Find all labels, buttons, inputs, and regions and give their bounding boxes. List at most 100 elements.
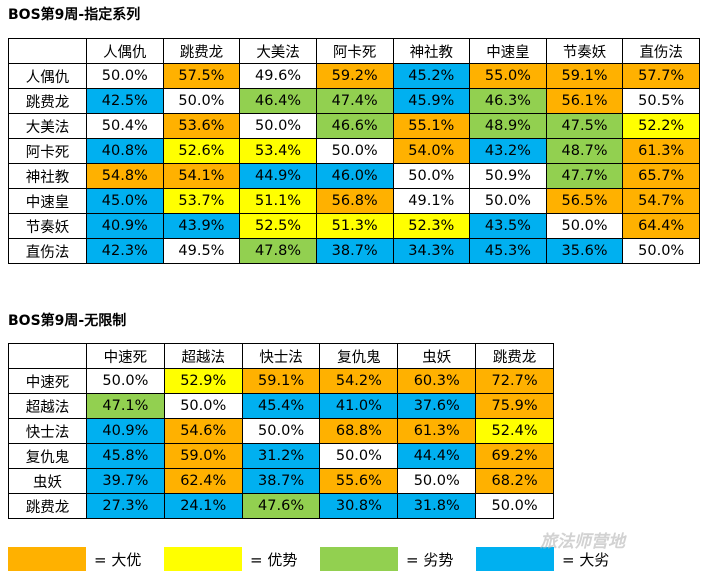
winrate-cell: 50.0% <box>86 63 164 89</box>
winrate-cell: 50.0% <box>162 88 241 114</box>
winrate-cell: 53.6% <box>162 113 241 139</box>
header-row: 人偶仇 跳费龙 大美法 阿卡死 神社教 中速皇 节奏妖 直伤法 <box>8 38 700 64</box>
legend: = 大优 = 优势 = 劣势 = 大劣 <box>8 546 708 572</box>
winrate-cell: 50.4% <box>86 113 164 139</box>
winrate-cell: 47.7% <box>545 163 624 189</box>
winrate-cell: 54.1% <box>162 163 241 189</box>
winrate-cell: 50.9% <box>469 163 547 189</box>
row-header: 直伤法 <box>8 238 87 264</box>
row-header: 神社教 <box>8 163 87 189</box>
winrate-cell: 52.5% <box>239 213 317 239</box>
column-header: 超越法 <box>163 343 243 369</box>
winrate-cell: 50.0% <box>475 493 554 519</box>
winrate-cell: 46.4% <box>239 88 317 114</box>
table-row: 超越法 47.1% 50.0% 45.4% 41.0% 37.6% 75.9% <box>8 393 554 419</box>
winrate-cell: 43.5% <box>469 213 547 239</box>
winrate-cell: 50.0% <box>622 238 700 264</box>
winrate-cell: 43.2% <box>469 138 547 164</box>
legend-label: = 大劣 <box>562 550 610 569</box>
winrate-cell: 56.8% <box>315 188 394 214</box>
winrate-cell: 56.5% <box>545 188 624 214</box>
winrate-cell: 50.0% <box>86 368 165 394</box>
column-header: 跳费龙 <box>475 343 554 369</box>
table-row: 大美法 50.4% 53.6% 50.0% 46.6% 55.1% 48.9% 47.5% 52… <box>8 113 700 139</box>
legend-label: = 优势 <box>250 550 298 569</box>
winrate-cell: 44.4% <box>397 443 477 469</box>
winrate-cell: 54.0% <box>392 138 471 164</box>
row-header: 虫妖 <box>8 468 87 494</box>
winrate-cell: 65.7% <box>622 163 700 189</box>
winrate-cell: 47.6% <box>241 493 321 519</box>
winrate-cell: 54.2% <box>319 368 399 394</box>
winrate-cell: 35.6% <box>545 238 624 264</box>
row-header: 中速死 <box>8 368 87 394</box>
winrate-cell: 46.3% <box>469 88 547 114</box>
winrate-cell: 72.7% <box>475 368 554 394</box>
table-row: 中速皇 45.0% 53.7% 51.1% 56.8% 49.1% 50.0% 56.5% 54… <box>8 188 700 214</box>
table-row: 人偶仇 50.0% 57.5% 49.6% 59.2% 45.2% 55.0% 59.1% 57… <box>8 63 700 89</box>
winrate-cell: 59.1% <box>545 63 624 89</box>
winrate-cell: 61.3% <box>397 418 477 444</box>
winrate-cell: 53.4% <box>239 138 317 164</box>
winrate-cell: 59.1% <box>241 368 321 394</box>
column-header: 人偶仇 <box>86 38 164 64</box>
table-row: 跳费龙 27.3% 24.1% 47.6% 30.8% 31.8% 50.0% <box>8 493 554 519</box>
row-header: 大美法 <box>8 113 87 139</box>
winrate-cell: 31.2% <box>241 443 321 469</box>
winrate-cell: 55.6% <box>319 468 399 494</box>
winrate-cell: 40.9% <box>86 418 165 444</box>
matchup-table-designated: 人偶仇 跳费龙 大美法 阿卡死 神社教 中速皇 节奏妖 直伤法 人偶仇 50.0% 57.5% 49.… <box>8 38 700 264</box>
winrate-cell: 38.7% <box>315 238 394 264</box>
table-row: 虫妖 39.7% 62.4% 38.7% 55.6% 50.0% 68.2% <box>8 468 554 494</box>
column-header: 中速皇 <box>469 38 547 64</box>
column-header: 神社教 <box>392 38 471 64</box>
winrate-cell: 68.8% <box>319 418 399 444</box>
corner-cell <box>8 343 87 369</box>
winrate-cell: 64.4% <box>622 213 700 239</box>
legend-item: = 大优 <box>8 546 141 572</box>
winrate-cell: 31.8% <box>397 493 477 519</box>
winrate-cell: 59.0% <box>163 443 243 469</box>
legend-swatch <box>476 547 554 571</box>
matchup-table-unlimited: 中速死 超越法 快士法 复仇鬼 虫妖 跳费龙 中速死 50.0% 52.9% 59.1% 54.2%… <box>8 343 554 519</box>
winrate-cell: 51.3% <box>315 213 394 239</box>
winrate-cell: 50.0% <box>545 213 624 239</box>
legend-item: = 大劣 <box>476 546 609 572</box>
row-header: 跳费龙 <box>8 493 87 519</box>
winrate-cell: 57.7% <box>622 63 700 89</box>
winrate-cell: 54.7% <box>622 188 700 214</box>
winrate-cell: 47.8% <box>239 238 317 264</box>
header-row: 中速死 超越法 快士法 复仇鬼 虫妖 跳费龙 <box>8 343 554 369</box>
table-row: 复仇鬼 45.8% 59.0% 31.2% 50.0% 44.4% 69.2% <box>8 443 554 469</box>
winrate-cell: 24.1% <box>163 493 243 519</box>
table-row: 中速死 50.0% 52.9% 59.1% 54.2% 60.3% 72.7% <box>8 368 554 394</box>
corner-cell <box>8 38 87 64</box>
winrate-cell: 45.8% <box>86 443 165 469</box>
row-header: 阿卡死 <box>8 138 87 164</box>
winrate-cell: 47.1% <box>86 393 165 419</box>
table-row: 跳费龙 42.5% 50.0% 46.4% 47.4% 45.9% 46.3% 56.1% 50… <box>8 88 700 114</box>
row-header: 节奏妖 <box>8 213 87 239</box>
winrate-cell: 68.2% <box>475 468 554 494</box>
winrate-cell: 40.8% <box>86 138 164 164</box>
winrate-cell: 52.6% <box>162 138 241 164</box>
column-header: 快士法 <box>241 343 321 369</box>
winrate-cell: 34.3% <box>392 238 471 264</box>
winrate-cell: 56.1% <box>545 88 624 114</box>
table-row: 阿卡死 40.8% 52.6% 53.4% 50.0% 54.0% 43.2% 48.7% 61… <box>8 138 700 164</box>
winrate-cell: 45.0% <box>86 188 164 214</box>
column-header: 直伤法 <box>622 38 700 64</box>
row-header: 中速皇 <box>8 188 87 214</box>
winrate-cell: 55.0% <box>469 63 547 89</box>
winrate-cell: 46.0% <box>315 163 394 189</box>
winrate-cell: 44.9% <box>239 163 317 189</box>
winrate-cell: 54.8% <box>86 163 164 189</box>
winrate-cell: 50.0% <box>397 468 477 494</box>
row-header: 快士法 <box>8 418 87 444</box>
winrate-cell: 52.3% <box>392 213 471 239</box>
table-row: 直伤法 42.3% 49.5% 47.8% 38.7% 34.3% 45.3% 35.6% 50… <box>8 238 700 264</box>
winrate-cell: 50.0% <box>319 443 399 469</box>
winrate-cell: 61.3% <box>622 138 700 164</box>
column-header: 跳费龙 <box>162 38 241 64</box>
winrate-cell: 69.2% <box>475 443 554 469</box>
